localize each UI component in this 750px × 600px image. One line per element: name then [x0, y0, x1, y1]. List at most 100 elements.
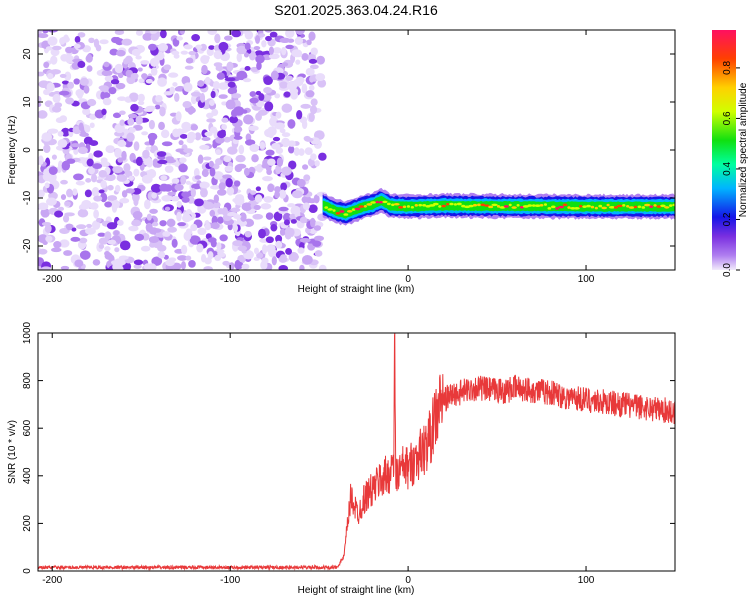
- spectrogram-noise-cell: [230, 207, 241, 213]
- spectrogram-noise-cell: [45, 46, 53, 51]
- spectrogram-noise-cell: [38, 110, 48, 119]
- spectrogram-noise-cell: [62, 214, 70, 223]
- spectrogram-noise-cell: [259, 141, 266, 149]
- spectrogram-signal-peak: [555, 207, 560, 210]
- spectrogram-noise-cell: [174, 92, 180, 102]
- spectrogram-noise-cell: [210, 222, 220, 230]
- spectrogram-noise-cell: [81, 199, 92, 209]
- spectrogram-noise-cell: [73, 78, 80, 85]
- spectrogram-noise-cell: [38, 265, 42, 270]
- spectrogram-noise-cell: [117, 157, 124, 163]
- spectrogram-noise-cell: [134, 233, 145, 241]
- spectrogram-noise-cell: [113, 230, 120, 236]
- spectrogram-noise-cell: [50, 48, 60, 57]
- spectrogram-noise-cell: [290, 254, 300, 260]
- spectrogram-noise-cell: [165, 158, 177, 164]
- spectrogram-noise-cell: [61, 80, 70, 85]
- spectrogram-noise-cell: [216, 189, 227, 196]
- spectrogram-signal-peak: [480, 203, 486, 207]
- spectrogram-noise-cell: [244, 42, 251, 51]
- spectrogram-noise-cell: [137, 100, 145, 106]
- spectrogram-noise-cell: [281, 46, 287, 56]
- spectrogram-y-tick-label: -10: [22, 190, 33, 205]
- spectrogram-noise-cell: [132, 211, 143, 220]
- spectrogram-signal-peak: [503, 205, 509, 208]
- spectrogram-noise-cell: [157, 43, 169, 52]
- spectrogram-noise-cell: [255, 100, 265, 108]
- spectrogram-noise-cell: [135, 30, 144, 36]
- spectrogram-noise-cell: [73, 43, 81, 49]
- spectrogram-signal-peak: [327, 208, 333, 211]
- spectrogram-noise-cell: [262, 196, 274, 201]
- spectrogram-noise-cell: [151, 256, 163, 266]
- spectrogram-noise-cell: [237, 245, 247, 252]
- spectrogram-signal-peak: [579, 204, 583, 208]
- colorbar-tick-label: 0.2: [722, 212, 733, 226]
- spectrogram-noise-cell: [157, 77, 167, 87]
- spectrogram-noise-cell: [167, 226, 178, 233]
- spectrogram-signal-peak: [547, 207, 552, 210]
- spectrogram-noise-cell: [43, 144, 51, 154]
- spectrogram-noise-cell: [258, 93, 265, 101]
- spectrogram-noise-cell: [130, 72, 139, 80]
- spectrogram-noise-cell: [243, 52, 249, 58]
- spectrogram-noise-cell: [178, 140, 184, 146]
- snr-series-line: [38, 333, 675, 571]
- spectrogram-noise-cell: [279, 37, 291, 43]
- spectrogram-noise-cell: [232, 224, 239, 232]
- spectrogram-noise-cell: [99, 39, 109, 45]
- spectrogram-noise-cell: [86, 158, 94, 167]
- spectrogram-noise-cell: [258, 33, 266, 38]
- spectrogram-noise-cell: [243, 167, 250, 176]
- spectrogram-noise-cell: [308, 204, 318, 213]
- colorbar-tick-label: 0.0: [722, 263, 733, 277]
- spectrogram-noise-cell: [163, 184, 173, 192]
- spectrogram-noise-cell: [147, 132, 158, 141]
- spectrogram-noise-cell: [89, 113, 97, 120]
- spectrogram-noise-cell: [164, 165, 174, 173]
- spectrogram-noise-cell: [48, 166, 58, 175]
- spectrogram-noise-cell: [285, 247, 293, 255]
- spectrogram-noise-cell: [44, 224, 52, 234]
- spectrogram-noise-cell: [317, 78, 327, 88]
- spectrogram-signal-peak: [672, 203, 675, 207]
- spectrogram-noise-cell: [274, 122, 286, 130]
- spectrogram-noise-cell: [189, 235, 201, 245]
- spectrogram-noise-cell: [92, 163, 103, 169]
- spectrogram-noise-cell: [212, 81, 220, 90]
- spectrogram-noise-cell: [183, 82, 193, 92]
- spectrogram-noise-cell: [62, 147, 70, 155]
- spectrogram-noise-cell: [112, 112, 122, 119]
- spectrogram-noise-cell: [74, 259, 84, 268]
- spectrogram-noise-cell: [117, 96, 127, 101]
- spectrogram-noise-cell: [313, 194, 320, 204]
- spectrogram-noise-cell: [100, 180, 107, 189]
- spectrogram-signal-peak: [550, 205, 556, 209]
- spectrogram-noise-cell: [281, 137, 291, 148]
- spectrogram-y-axis: -20 -10 0 10 20: [22, 48, 675, 253]
- spectrogram-noise-cell: [121, 38, 133, 46]
- spectrogram-noise-cell: [260, 203, 272, 210]
- spectrogram-noise-cell: [79, 132, 89, 137]
- spectrogram-noise-cell: [195, 44, 203, 50]
- spectrogram-noise-cell: [181, 244, 188, 255]
- spectrogram-noise-cell: [285, 227, 295, 237]
- spectrogram-noise-cell: [172, 128, 180, 138]
- spectrogram-signal-peak: [644, 203, 651, 207]
- spectrogram-noise-cell: [38, 102, 42, 108]
- spectrogram-noise-cell: [117, 219, 124, 226]
- spectrogram-noise-cell: [276, 157, 284, 167]
- colorbar-axis: 0.0 0.2 0.4 0.6 0.8: [722, 61, 740, 277]
- spectrogram-noise-cell: [59, 228, 70, 235]
- colorbar-tick-label: 0.8: [722, 61, 733, 75]
- spectrogram-noise-cell: [51, 154, 57, 160]
- spectrogram-noise-cell: [106, 222, 118, 230]
- spectrogram-noise-cell: [82, 107, 91, 116]
- spectrogram-noise-cell: [149, 242, 156, 248]
- spectrogram-noise-cell: [65, 55, 75, 64]
- spectrogram-noise-cell: [79, 77, 89, 86]
- spectrogram-noise-cell: [207, 251, 214, 260]
- spectrogram-noise-cell: [302, 202, 310, 210]
- spectrogram-noise-cell: [222, 260, 230, 266]
